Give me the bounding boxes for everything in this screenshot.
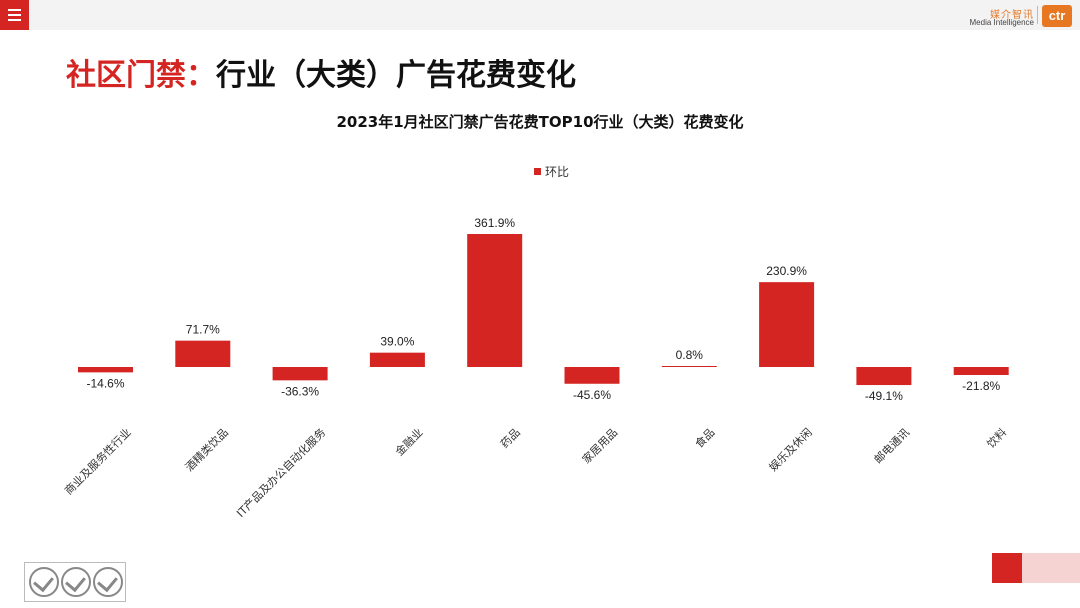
bar-chart: 环比 -14.6% 71.7% -36.3% 39.0% 361.9% -45.6% 0.8… [61, 165, 1009, 520]
category-label: 邮电通讯 [872, 426, 912, 466]
chart-title: 2023年1月社区门禁广告花费TOP10行业（大类）花费变化 [336, 113, 744, 131]
chart-bars [78, 234, 1009, 386]
logo-cn-text: 媒介智讯 [990, 10, 1034, 21]
footer-decoration-pink [1022, 553, 1080, 583]
bar [564, 367, 620, 384]
category-label: 家居用品 [579, 425, 620, 466]
data-label: 361.9% [474, 216, 515, 230]
chart-data-labels: -14.6% 71.7% -36.3% 39.0% 361.9% -45.6% 0.8% 23… [86, 216, 1000, 403]
data-label: -45.6% [573, 388, 611, 402]
page-title-rest: 行业（大类）广告花费变化 [216, 58, 576, 93]
menu-button[interactable] [0, 0, 29, 30]
logo-separator [1037, 6, 1038, 24]
data-label: -36.3% [281, 384, 319, 398]
data-label: -49.1% [865, 389, 903, 403]
bar [661, 366, 717, 367]
data-label: 0.8% [676, 348, 704, 362]
sgs-badge-icon [93, 567, 123, 597]
category-label: IT产品及办公自动化服务 [233, 425, 328, 520]
legend-swatch [534, 168, 541, 175]
legend-label: 环比 [545, 165, 569, 179]
top-bar: 媒介智讯 Media Intelligence ctr [0, 0, 1080, 30]
footer-decoration-red [992, 553, 1022, 583]
bar [272, 367, 328, 381]
ctr-logo: 媒介智讯 Media Intelligence ctr [950, 0, 1080, 30]
menu-icon [8, 19, 21, 21]
bar [78, 367, 133, 373]
chart-legend: 环比 [534, 165, 569, 179]
category-label: 食品 [692, 425, 717, 450]
category-label: 娱乐及休闲 [766, 425, 815, 474]
logo-mark: ctr [1042, 5, 1072, 27]
data-label: -14.6% [86, 376, 124, 390]
sgs-badge-icon [61, 567, 91, 597]
sgs-certification [24, 562, 126, 602]
category-label: 药品 [498, 426, 523, 451]
bar [175, 340, 231, 367]
page-title-highlight: 社区门禁： [66, 58, 216, 93]
bar [369, 352, 425, 367]
logo-en-text: Media Intelligence [969, 18, 1034, 27]
bar [953, 367, 1009, 376]
data-label: -21.8% [962, 379, 1000, 393]
page-title: 社区门禁：行业（大类）广告花费变化 [66, 50, 576, 94]
bar [467, 234, 523, 367]
bar [759, 282, 815, 367]
category-label: 金融业 [392, 425, 425, 458]
category-label: 商业及服务性行业 [61, 425, 133, 497]
data-label: 71.7% [186, 323, 220, 337]
category-label: 酒精类饮品 [182, 425, 231, 474]
menu-icon [8, 9, 21, 11]
menu-icon [8, 14, 21, 16]
category-label: 饮料 [984, 425, 1009, 450]
data-label: 230.9% [766, 264, 807, 278]
sgs-badge-icon [29, 567, 59, 597]
data-label: 39.0% [380, 335, 414, 349]
chart-category-labels: 商业及服务性行业 酒精类饮品 IT产品及办公自动化服务 金融业 药品 家居用品 食品 娱乐及休… [61, 425, 1009, 520]
bar [856, 367, 912, 386]
